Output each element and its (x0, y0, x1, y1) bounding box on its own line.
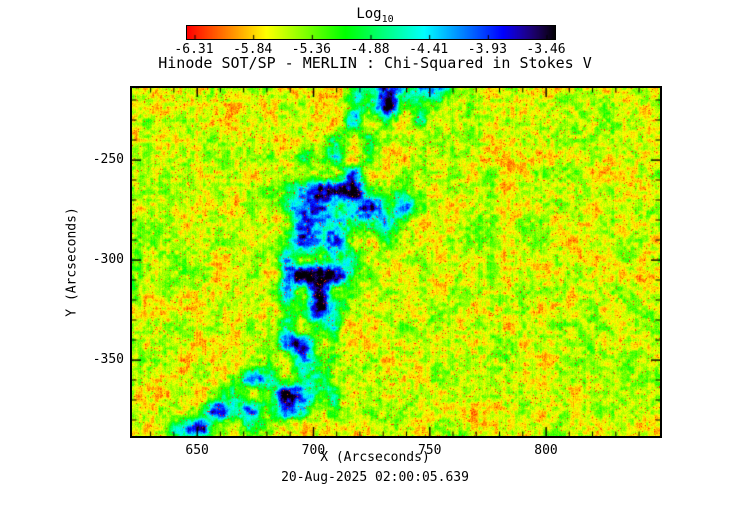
colorbar-tick-label: -5.36 (291, 42, 331, 57)
colorbar-title-subscript: 10 (381, 13, 394, 25)
y-tick-label: -250 (92, 152, 124, 167)
x-tick-label: 700 (301, 443, 326, 458)
plot-area (130, 86, 662, 438)
y-tick-label: -350 (92, 352, 124, 367)
heatmap-canvas (132, 88, 660, 436)
colorbar-title: Log10 (0, 6, 750, 25)
colorbar-tick-label: -3.93 (467, 42, 507, 57)
x-tick-label: 650 (185, 443, 209, 458)
timestamp: 20-Aug-2025 02:00:05.639 (281, 470, 469, 485)
colorbar-tick-label: -6.31 (174, 42, 214, 57)
colorbar-tick-label: -4.41 (409, 42, 449, 57)
y-tick-label: -300 (92, 252, 124, 267)
colorbar-title-text: Log (356, 6, 382, 22)
colorbar-tick-label: -3.46 (526, 42, 566, 57)
x-tick-label: 800 (534, 443, 558, 458)
colorbar-tick-label: -5.84 (233, 42, 273, 57)
x-tick-label: 750 (417, 443, 442, 458)
plot-title: Hinode SOT/SP - MERLIN : Chi-Squared in … (158, 54, 592, 72)
colorbar-tick-label: -4.88 (350, 42, 390, 57)
x-axis-label: X (Arcseconds) (320, 450, 430, 465)
colorbar-frame (186, 25, 556, 40)
colorbar-gradient (187, 26, 555, 39)
